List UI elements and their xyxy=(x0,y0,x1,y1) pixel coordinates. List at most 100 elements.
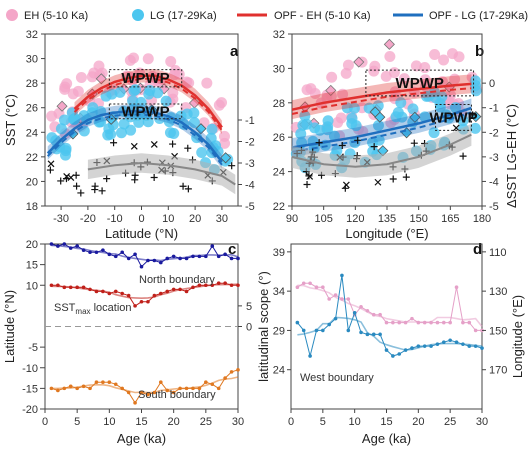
lg-fit-dashed xyxy=(291,111,472,153)
series-point-0 xyxy=(442,320,446,325)
x-tick-label: 20 xyxy=(189,213,201,225)
lg-point xyxy=(295,128,307,140)
series-point-0 xyxy=(216,254,221,259)
south-boundary-label: South boundary xyxy=(138,389,216,401)
wpwp-label: WPWP xyxy=(396,75,444,92)
lg-point xyxy=(58,114,70,126)
y-tick-label: -20 xyxy=(22,404,38,416)
lg-point xyxy=(68,113,80,125)
x-tick-label: 30 xyxy=(232,416,244,428)
eh-point xyxy=(46,110,58,122)
delta-marker xyxy=(130,142,138,150)
lg-point xyxy=(348,102,360,114)
series-point-0 xyxy=(107,252,112,257)
lg-point xyxy=(118,118,130,130)
y-tick-label: 20 xyxy=(26,239,38,251)
lg-fit-line xyxy=(291,106,472,149)
eh-diamond xyxy=(383,38,395,50)
series-point-1 xyxy=(236,283,240,288)
series-point-0 xyxy=(314,285,319,290)
series-point-0 xyxy=(416,320,421,325)
series-point-0 xyxy=(88,250,92,255)
x-tick-label: 30 xyxy=(476,416,488,428)
series-point-1 xyxy=(403,348,408,352)
y-tick-label: 28 xyxy=(26,78,38,90)
lg-point xyxy=(152,87,164,99)
series-point-0 xyxy=(346,297,351,301)
legend-lg-label: LG (17-29Ka) xyxy=(150,10,217,22)
series-point-1 xyxy=(473,344,478,348)
series-point-0 xyxy=(384,320,389,325)
wpwp-label: WPWP xyxy=(121,103,169,120)
series-point-0 xyxy=(236,256,240,261)
series-line-0 xyxy=(297,282,482,331)
y-tick-label: 20 xyxy=(26,176,38,188)
series-point-2 xyxy=(56,388,60,393)
series-point-2 xyxy=(191,386,195,391)
eh-point xyxy=(142,53,154,65)
delta-marker xyxy=(67,174,75,182)
series-point-2 xyxy=(229,370,234,374)
series-point-2 xyxy=(236,368,240,372)
lg-point xyxy=(367,137,379,149)
x-tick-label: -10 xyxy=(107,213,123,225)
x-tick-label: 10 xyxy=(349,416,361,428)
x-tick-label: 25 xyxy=(444,416,456,428)
series-point-1 xyxy=(75,285,79,290)
series-point-0 xyxy=(327,297,332,301)
series-point-2 xyxy=(178,386,182,391)
y2-tick-label: -1 xyxy=(489,103,499,115)
series-point-1 xyxy=(107,291,112,296)
x-tick-label: 15 xyxy=(380,416,392,428)
series-point-1 xyxy=(371,332,376,337)
y-tick-label: -10 xyxy=(22,363,38,375)
y-tick-label: 29 xyxy=(273,325,285,337)
eh-point xyxy=(213,99,225,111)
y-tick-label: 26 xyxy=(26,103,38,115)
delta-marker xyxy=(103,175,111,183)
series-point-0 xyxy=(223,252,227,257)
series-point-0 xyxy=(159,260,163,265)
delta-marker xyxy=(374,178,382,186)
series-point-0 xyxy=(365,308,370,313)
y2-tick-label: 170 xyxy=(489,365,507,377)
lg-point xyxy=(322,115,334,127)
lg-point xyxy=(55,123,67,135)
series-point-2 xyxy=(88,386,92,391)
y-tick-label: 24 xyxy=(273,167,285,179)
series-point-1 xyxy=(480,346,484,350)
series-point-0 xyxy=(171,254,176,259)
eh-diamond xyxy=(353,56,365,68)
series-point-0 xyxy=(461,320,465,325)
delta-marker xyxy=(179,182,187,190)
eh-point xyxy=(449,73,461,85)
eh-point xyxy=(309,88,321,100)
series-point-1 xyxy=(171,287,176,292)
series-point-1 xyxy=(340,273,344,278)
series-point-0 xyxy=(152,258,157,263)
series-point-0 xyxy=(146,258,150,263)
series-point-1 xyxy=(467,344,472,348)
series-point-0 xyxy=(204,254,208,259)
delta-marker xyxy=(341,184,349,192)
series-point-2 xyxy=(223,376,227,380)
eh-point xyxy=(380,70,392,82)
y2-tick-label: -5 xyxy=(245,201,255,213)
y2-tick-label: -2 xyxy=(489,127,499,139)
wpwp-box xyxy=(108,103,183,120)
delta-marker xyxy=(46,166,54,174)
delta-marker xyxy=(459,152,467,160)
y2-tick-label: 0 xyxy=(246,322,252,334)
series-point-2 xyxy=(68,384,73,389)
lg-point xyxy=(299,110,311,122)
x-tick-label: 120 xyxy=(346,213,364,225)
x-axis-label: Latitude (°N) xyxy=(105,226,178,241)
series-point-1 xyxy=(448,338,452,343)
eh-diamond xyxy=(95,73,107,85)
series-point-0 xyxy=(191,254,195,259)
eh-point xyxy=(335,112,347,124)
y-tick-label: 10 xyxy=(26,280,38,292)
series-point-0 xyxy=(62,242,67,246)
series-point-1 xyxy=(359,330,363,335)
series-point-2 xyxy=(146,392,150,397)
